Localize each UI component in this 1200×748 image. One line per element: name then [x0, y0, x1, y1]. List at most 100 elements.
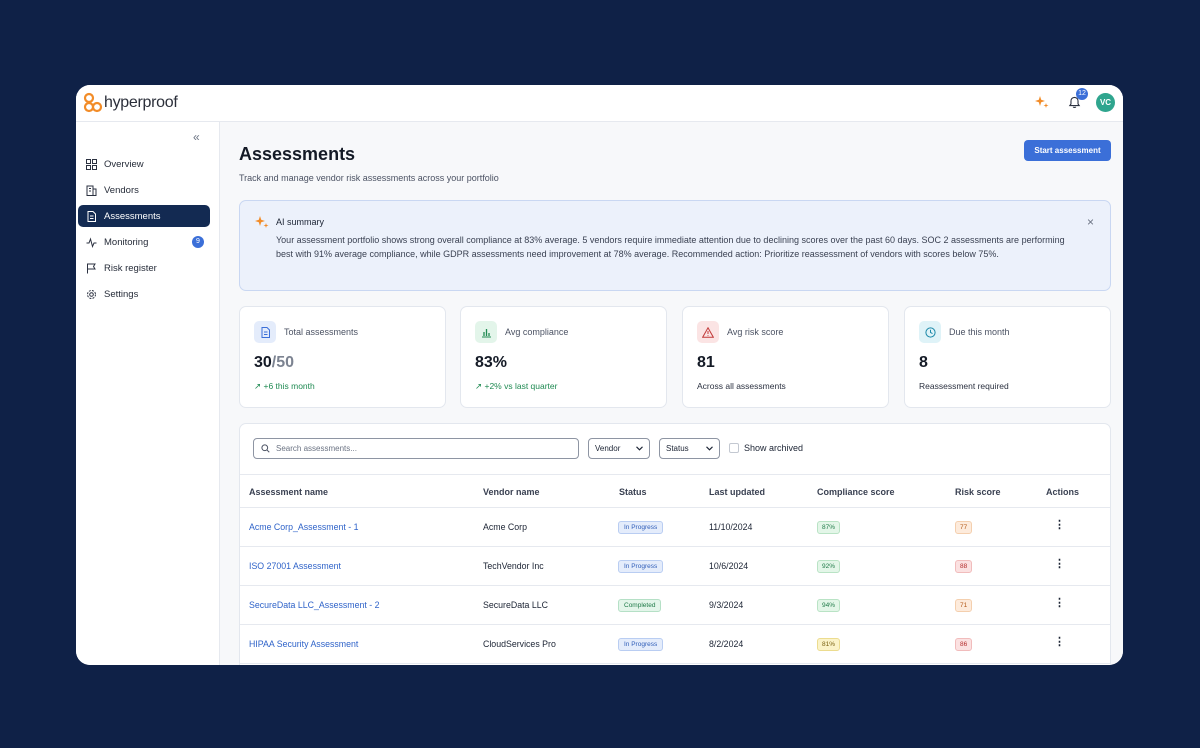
sidebar-item-label: Monitoring [104, 236, 149, 248]
collapse-sidebar-icon[interactable]: « [193, 130, 200, 144]
more-actions-icon[interactable]: ⋮ [1054, 597, 1065, 609]
last-updated: 9/3/2024 [709, 600, 744, 610]
stat-caption: Across all assessments [697, 381, 786, 391]
start-assessment-button[interactable]: Start assessment [1024, 140, 1111, 161]
assessments-table-card: Vendor Status Show archived Assessment n… [239, 423, 1111, 665]
risk-score-badge: 71 [955, 599, 973, 612]
stat-label: Total assessments [284, 327, 359, 337]
ai-summary-title: AI summary [276, 217, 325, 227]
more-actions-icon[interactable]: ⋮ [1054, 558, 1065, 570]
stat-trend: ↗ +2% vs last quarter [475, 381, 557, 392]
vendor-name: CloudServices Pro [483, 639, 556, 649]
status-badge: In Progress [618, 521, 664, 534]
compliance-score-badge: 81% [817, 638, 841, 651]
sidebar-item-settings[interactable]: Settings [78, 283, 210, 305]
stat-value-total: /50 [271, 354, 295, 371]
column-header[interactable]: Risk score [955, 487, 1001, 497]
column-header: Actions [1046, 487, 1080, 497]
building-icon [85, 184, 97, 196]
monitoring-count-badge: 9 [192, 236, 204, 248]
hyperproof-logo[interactable]: hyperproof [83, 92, 178, 114]
table-header: Assessment name Vendor name Status Last … [240, 474, 1110, 508]
sidebar-item-monitoring[interactable]: Monitoring 9 [78, 231, 210, 253]
table-row[interactable]: SecureData LLC_Assessment - 2 SecureData… [240, 586, 1110, 625]
dropdown-label: Status [666, 444, 689, 453]
page-subtitle: Track and manage vendor risk assessments… [239, 173, 499, 183]
chevron-down-icon [636, 446, 643, 451]
assessment-name-link[interactable]: ISO 27001 Assessment [249, 561, 341, 571]
more-actions-icon[interactable]: ⋮ [1054, 636, 1065, 648]
document-icon [254, 321, 276, 343]
vendor-filter-dropdown[interactable]: Vendor [588, 438, 650, 459]
gear-icon [85, 288, 97, 300]
status-filter-dropdown[interactable]: Status [659, 438, 720, 459]
sidebar-item-risk-register[interactable]: Risk register [78, 257, 210, 279]
more-actions-icon[interactable]: ⋮ [1054, 519, 1065, 531]
column-header[interactable]: Assessment name [249, 487, 329, 497]
status-badge: Completed [618, 599, 662, 612]
search-icon [261, 444, 270, 453]
user-avatar[interactable]: VC [1096, 92, 1115, 112]
compliance-score-badge: 87% [817, 521, 841, 534]
last-updated: 8/2/2024 [709, 639, 744, 649]
column-header[interactable]: Vendor name [483, 487, 540, 497]
sidebar-nav: Overview Vendors Assessments Monitoring [78, 153, 210, 309]
column-header[interactable]: Compliance score [817, 487, 895, 497]
stat-card-avg-risk-score: Avg risk score 81 Across all assessments [682, 306, 889, 408]
vendor-name: TechVendor Inc [483, 561, 544, 571]
sidebar-item-vendors[interactable]: Vendors [78, 179, 210, 201]
stat-trend-text: +2% vs last quarter [484, 381, 558, 391]
app-window: hyperproof 12 VC « [76, 85, 1123, 665]
close-icon[interactable]: × [1086, 215, 1094, 229]
stat-label: Avg compliance [505, 327, 569, 337]
stat-caption: Reassessment required [919, 381, 1009, 391]
logo-text: hyperproof [104, 94, 178, 111]
ai-sparkle-button[interactable] [1032, 92, 1052, 112]
risk-score-badge: 88 [955, 560, 973, 573]
dropdown-label: Vendor [595, 444, 621, 453]
search-field[interactable] [253, 438, 579, 459]
stat-label: Due this month [949, 327, 1010, 337]
table-row[interactable]: Acme Corp_Assessment - 1 Acme Corp In Pr… [240, 508, 1110, 547]
sidebar-item-label: Settings [104, 288, 139, 300]
trend-up-icon: ↗ [475, 381, 485, 391]
vendor-name: SecureData LLC [483, 600, 549, 610]
status-badge: In Progress [618, 638, 664, 651]
column-header[interactable]: Last updated [709, 487, 766, 497]
sidebar-item-label: Assessments [104, 210, 161, 222]
chevron-down-icon [706, 446, 713, 451]
stat-value: 30/50 [254, 354, 294, 372]
show-archived-label: Show archived [744, 443, 804, 453]
search-input[interactable] [276, 444, 566, 453]
stat-value-number: 30 [254, 354, 272, 371]
risk-score-badge: 77 [955, 521, 973, 534]
table-row[interactable]: HIPAA Security Assessment CloudServices … [240, 625, 1110, 664]
status-badge: In Progress [618, 560, 664, 573]
table-row[interactable]: ISO 27001 Assessment TechVendor Inc In P… [240, 547, 1110, 586]
stat-value: 8 [919, 354, 928, 371]
trend-up-icon: ↗ [254, 381, 264, 391]
bar-chart-icon [475, 321, 497, 343]
flag-icon [85, 262, 97, 274]
document-icon [85, 210, 97, 222]
sidebar-item-assessments[interactable]: Assessments [78, 205, 210, 227]
sidebar-item-overview[interactable]: Overview [78, 153, 210, 175]
sparkle-icon [255, 215, 269, 234]
stat-trend-text: +6 this month [263, 381, 315, 391]
sidebar-item-label: Risk register [104, 262, 157, 274]
top-bar: hyperproof 12 VC [76, 85, 1123, 122]
compliance-score-badge: 92% [817, 560, 841, 573]
column-header[interactable]: Status [619, 487, 647, 497]
assessment-name-link[interactable]: Acme Corp_Assessment - 1 [249, 522, 359, 532]
stat-card-due-this-month: Due this month 8 Reassessment required [904, 306, 1111, 408]
assessment-name-link[interactable]: HIPAA Security Assessment [249, 639, 359, 649]
sparkle-icon [1035, 96, 1049, 108]
show-archived-checkbox[interactable] [729, 443, 739, 453]
ai-summary-text: Your assessment portfolio shows strong o… [276, 235, 1065, 260]
assessment-name-link[interactable]: SecureData LLC_Assessment - 2 [249, 600, 380, 610]
compliance-score-badge: 94% [817, 599, 841, 612]
show-archived-toggle[interactable]: Show archived [729, 443, 803, 453]
ai-summary-panel: AI summary Your assessment portfolio sho… [239, 200, 1111, 291]
notification-count-badge: 12 [1076, 88, 1088, 100]
notifications-button[interactable]: 12 [1064, 88, 1088, 112]
